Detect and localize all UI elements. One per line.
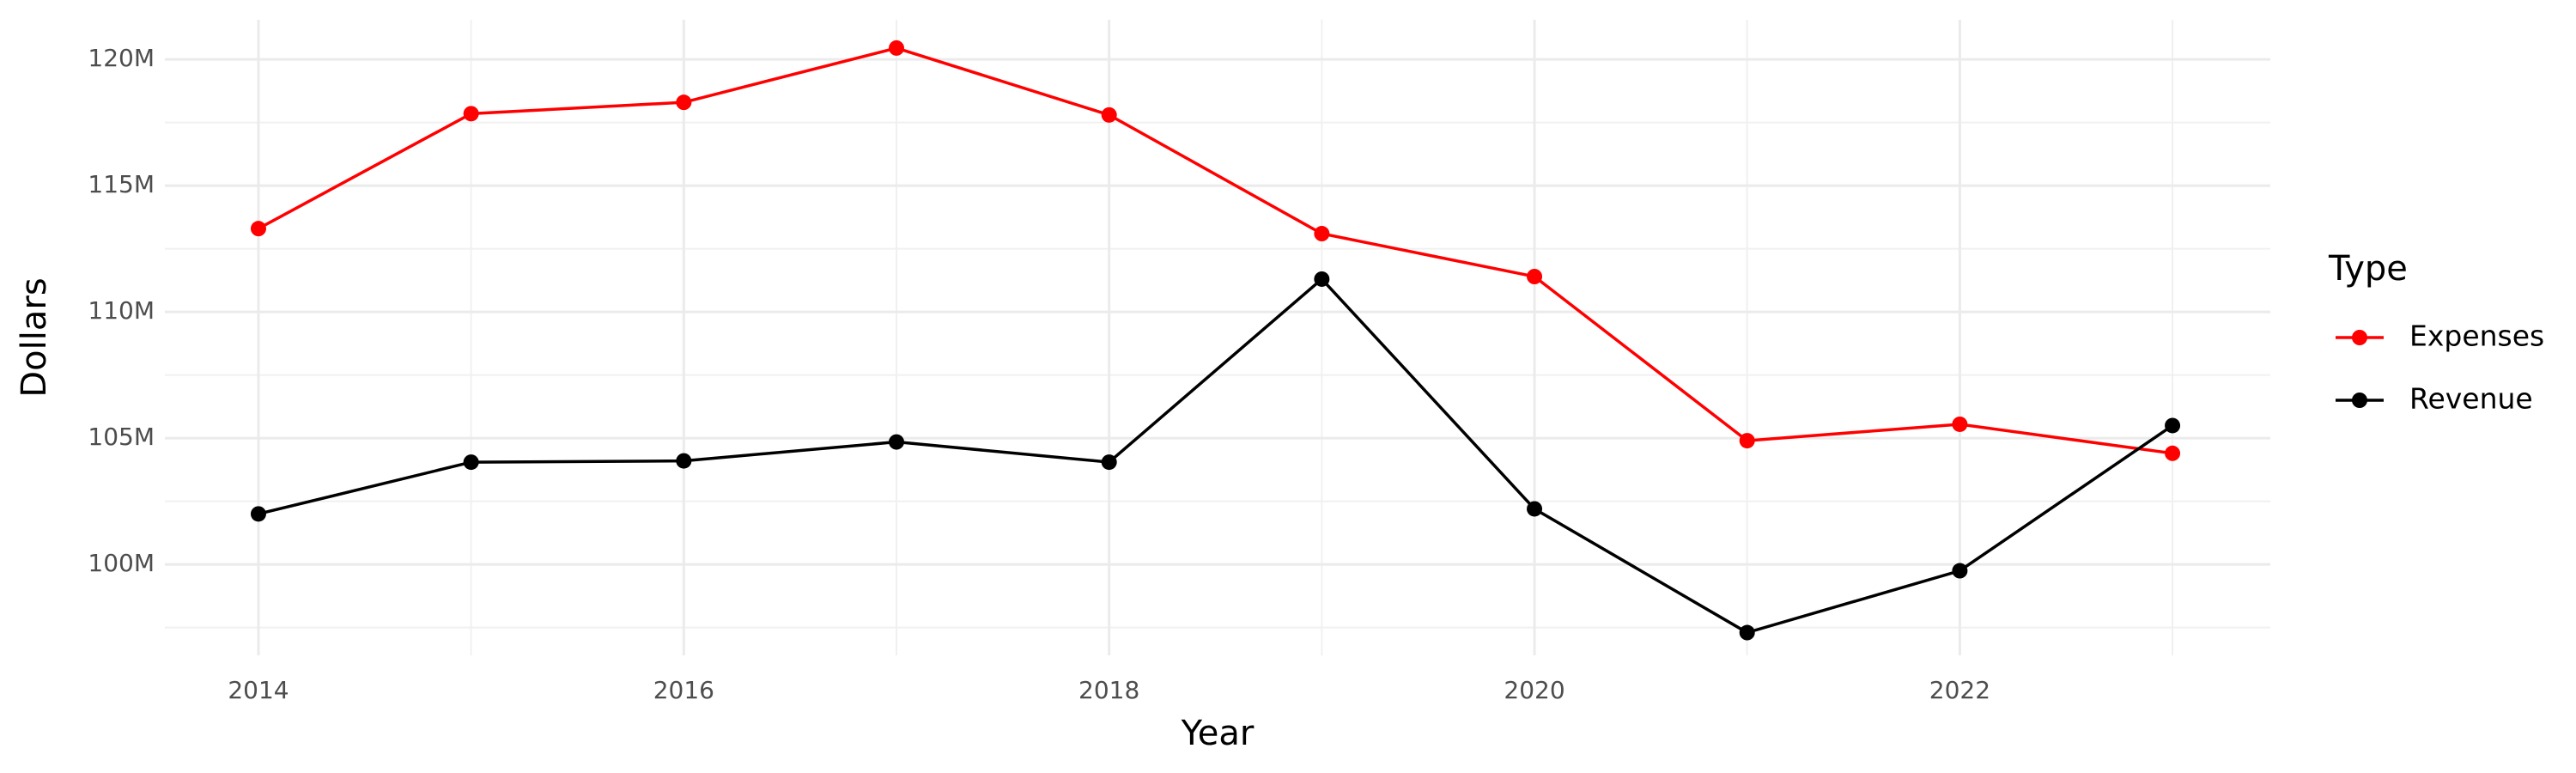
y-tick-label: 115M [88,170,155,198]
data-point [2165,417,2181,434]
data-point [1314,226,1330,242]
data-point [1952,416,1968,432]
data-point [463,454,479,471]
y-tick-label: 100M [88,549,155,577]
data-point [1527,268,1543,284]
data-point [463,106,479,122]
data-point [250,506,266,522]
series-line [258,277,2174,635]
data-point [889,434,905,450]
data-point [1314,271,1330,287]
legend-key-point [2352,393,2367,408]
data-point [676,94,692,111]
x-tick-label: 2020 [1504,676,1564,704]
data-point [1101,454,1117,471]
legend-title: Type [2328,249,2408,289]
x-tick-label: 2016 [653,676,714,704]
x-tick-label: 2014 [228,676,289,704]
data-point [1739,433,1755,449]
x-tick-label: 2018 [1078,676,1139,704]
data-point [1952,563,1968,579]
legend-label: Revenue [2409,382,2533,416]
series-line [258,46,2173,455]
data-point [2165,445,2181,461]
legend-label: Expenses [2409,320,2544,353]
data-point [889,40,905,56]
legend-key-point [2352,330,2367,345]
data-point [1527,501,1543,517]
data-point [1739,624,1755,641]
y-axis-title: Dollars [15,277,54,397]
x-axis-title: Year [1181,714,1255,753]
y-tick-label: 110M [88,296,155,325]
x-tick-label: 2022 [1929,676,1990,704]
data-point [250,221,266,237]
data-point [676,453,692,469]
y-tick-label: 105M [88,423,155,451]
data-point [1101,107,1117,123]
y-tick-label: 120M [88,44,155,72]
